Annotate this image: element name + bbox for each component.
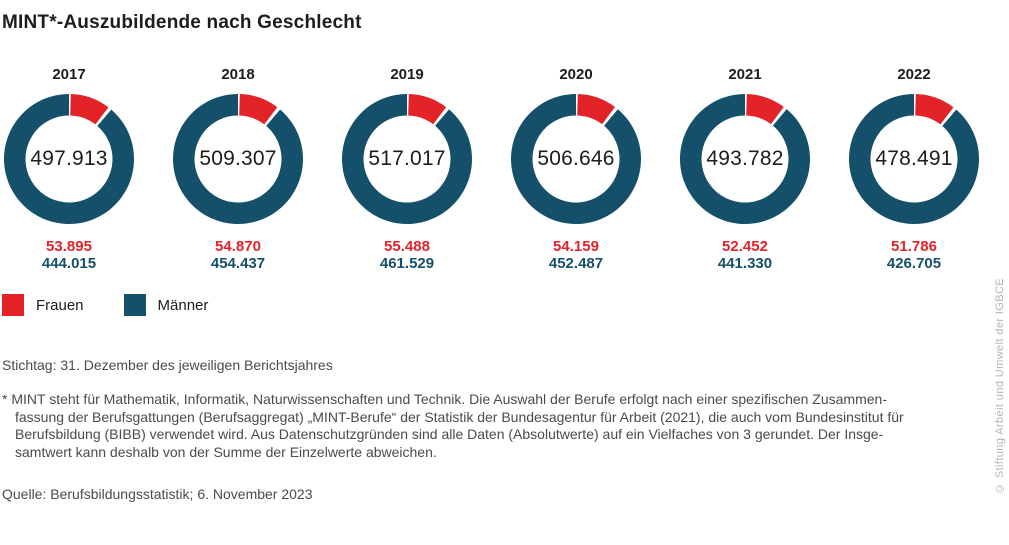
frauen-value: 54.159 bbox=[553, 238, 599, 255]
frauen-value: 52.452 bbox=[722, 238, 768, 255]
year-label: 2017 bbox=[52, 66, 86, 83]
maenner-value: 441.330 bbox=[717, 255, 773, 272]
maenner-value: 444.015 bbox=[41, 255, 97, 272]
value-labels: 53.895 444.015 bbox=[2, 238, 136, 272]
maenner-swatch-icon bbox=[123, 294, 146, 316]
donut-rings bbox=[341, 94, 472, 224]
total-value: 497.913 bbox=[30, 147, 108, 170]
stichtag-note: Stichtag: 31. Dezember des jeweiligen Be… bbox=[2, 357, 333, 373]
legend-label: Frauen bbox=[36, 296, 84, 314]
maenner-value: 452.487 bbox=[548, 255, 604, 272]
frauen-segment bbox=[577, 94, 616, 125]
legend-label: Männer bbox=[157, 296, 209, 314]
maenner-segment bbox=[511, 94, 641, 224]
total-value: 493.782 bbox=[706, 147, 784, 170]
footnote-line: fassung der Berufsgattungen (Berufsaggre… bbox=[15, 408, 904, 425]
maenner-segment bbox=[341, 94, 472, 224]
value-labels: 54.870 454.437 bbox=[171, 238, 305, 272]
maenner-segment bbox=[173, 94, 303, 225]
total-value: 509.307 bbox=[199, 147, 277, 170]
frauen-value: 53.895 bbox=[46, 238, 92, 255]
donut-column: 2020 506.646 54.159 452.487 bbox=[509, 66, 643, 272]
donut-rings bbox=[173, 94, 303, 225]
donut-chart: 497.913 bbox=[3, 93, 135, 225]
total-value: 478.491 bbox=[875, 147, 953, 170]
year-label: 2021 bbox=[728, 66, 762, 83]
frauen-segment bbox=[70, 94, 109, 125]
frauen-swatch-icon bbox=[2, 294, 24, 316]
maenner-segment bbox=[4, 94, 135, 224]
donut-rings bbox=[849, 94, 979, 225]
donut-rings bbox=[4, 94, 135, 224]
value-labels: 52.452 441.330 bbox=[678, 238, 812, 272]
footnote: * MINT steht für Mathematik, Informatik,… bbox=[2, 391, 974, 461]
donut-column: 2022 478.491 51.786 426.705 bbox=[847, 66, 981, 272]
donut-column: 2019 517.017 55.488 461.529 bbox=[340, 66, 474, 272]
frauen-segment bbox=[239, 94, 278, 125]
maenner-value: 461.529 bbox=[379, 255, 435, 272]
total-value: 506.646 bbox=[537, 147, 615, 170]
page-title: MINT*-Auszubildende nach Geschlecht bbox=[2, 12, 362, 33]
year-label: 2022 bbox=[897, 66, 931, 83]
donut-rings bbox=[511, 94, 641, 224]
frauen-value: 55.488 bbox=[384, 238, 430, 255]
legend-item-frauen: Frauen bbox=[2, 294, 84, 316]
donut-chart-row: 2017 497.913 53.895 444.015 2018 509.307… bbox=[2, 66, 981, 272]
frauen-segment bbox=[915, 94, 954, 125]
frauen-segment bbox=[408, 94, 447, 125]
value-labels: 51.786 426.705 bbox=[847, 238, 981, 272]
footnote-line: samtwert kann deshalb von der Summe der … bbox=[15, 443, 437, 460]
maenner-segment bbox=[849, 94, 979, 225]
maenner-value: 454.437 bbox=[210, 255, 266, 272]
value-labels: 54.159 452.487 bbox=[509, 238, 643, 272]
year-label: 2019 bbox=[390, 66, 424, 83]
source-note: Quelle: Berufsbildungsstatistik; 6. Nove… bbox=[2, 486, 313, 502]
donut-chart: 506.646 bbox=[510, 93, 642, 225]
frauen-value: 54.870 bbox=[215, 238, 261, 255]
footnote-line: Berufsbildung (BIBB) verwendet wird. Aus… bbox=[15, 426, 884, 442]
donut-rings bbox=[680, 94, 810, 225]
maenner-value: 426.705 bbox=[886, 255, 942, 272]
year-label: 2020 bbox=[559, 66, 593, 83]
donut-chart: 493.782 bbox=[679, 93, 811, 225]
frauen-value: 51.786 bbox=[891, 238, 937, 255]
value-labels: 55.488 461.529 bbox=[340, 238, 474, 272]
donut-chart: 478.491 bbox=[848, 93, 980, 225]
donut-column: 2021 493.782 52.452 441.330 bbox=[678, 66, 812, 272]
legend-item-maenner: Männer bbox=[123, 294, 209, 316]
legend: Frauen Männer bbox=[2, 294, 208, 316]
donut-column: 2018 509.307 54.870 454.437 bbox=[171, 66, 305, 272]
total-value: 517.017 bbox=[368, 147, 446, 170]
year-label: 2018 bbox=[221, 66, 255, 83]
copyright-note: © Stiftung Arbeit und Umwelt der IGBCE bbox=[994, 277, 1006, 494]
footnote-line: * MINT steht für Mathematik, Informatik,… bbox=[2, 391, 887, 407]
frauen-segment bbox=[746, 94, 784, 125]
donut-column: 2017 497.913 53.895 444.015 bbox=[2, 66, 136, 272]
donut-chart: 509.307 bbox=[172, 93, 304, 225]
donut-chart: 517.017 bbox=[341, 93, 473, 225]
maenner-segment bbox=[680, 94, 810, 225]
